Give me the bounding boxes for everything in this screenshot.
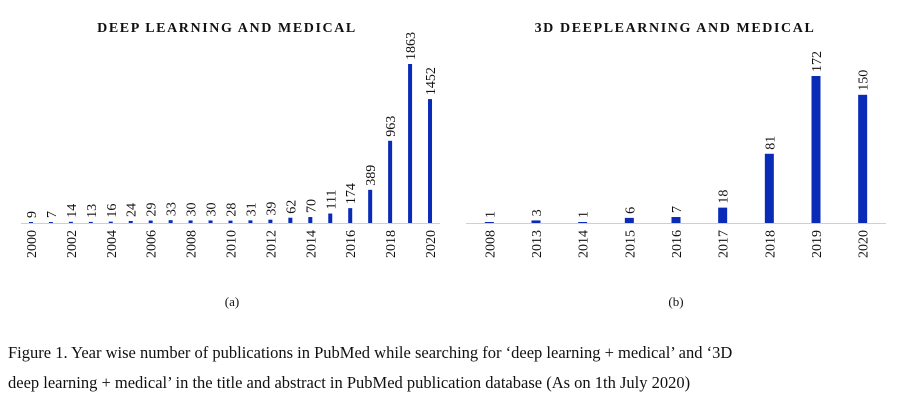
- data-label: 18: [717, 190, 732, 204]
- data-label: 29: [145, 203, 160, 217]
- bar: [308, 217, 313, 223]
- data-label: 7: [45, 211, 60, 218]
- tick-label: 2012: [264, 230, 279, 258]
- bar: [168, 220, 173, 223]
- panel-label: (a): [225, 294, 239, 309]
- data-label: 70: [304, 199, 319, 213]
- tick-label: 2014: [577, 230, 592, 258]
- tick-label: 2014: [304, 230, 319, 258]
- data-label: 150: [857, 70, 872, 91]
- data-label: 81: [763, 136, 778, 150]
- bar: [268, 219, 273, 223]
- bar: [858, 94, 868, 223]
- data-label: 16: [105, 204, 120, 218]
- data-label: 14: [65, 204, 80, 218]
- tick-label: 2015: [623, 230, 638, 258]
- data-label: 3: [530, 209, 545, 216]
- data-label: 6: [623, 207, 638, 214]
- data-label: 28: [225, 203, 240, 217]
- bar: [248, 220, 253, 223]
- tick-label: 2018: [384, 230, 399, 258]
- data-label: 30: [205, 202, 220, 216]
- figure-caption: Figure 1. Year wise number of publicatio…: [8, 338, 903, 398]
- tick-label: 2020: [857, 230, 872, 258]
- bar: [764, 153, 774, 223]
- bar: [48, 222, 53, 223]
- chart-title: DEEP LEARNING AND MEDICAL: [97, 21, 357, 36]
- tick-label: 2016: [670, 230, 685, 258]
- data-label: 389: [364, 165, 379, 186]
- data-label: 1: [483, 211, 498, 218]
- tick-label: 2017: [717, 230, 732, 258]
- bar: [578, 222, 588, 223]
- bar: [428, 99, 433, 223]
- data-label: 963: [384, 116, 399, 137]
- tick-label: 2004: [105, 230, 120, 258]
- bar: [408, 64, 413, 223]
- bar: [624, 217, 634, 223]
- bar: [348, 208, 353, 223]
- tick-label: 2008: [185, 230, 200, 258]
- bar: [208, 220, 213, 223]
- panel-label: (b): [668, 294, 683, 309]
- bar: [148, 220, 153, 223]
- chart-panel-a: DEEP LEARNING AND MEDICAL 9 2000 7 14 2002 13 1…: [21, 21, 440, 309]
- tick-label: 2010: [225, 230, 240, 258]
- bar: [108, 221, 113, 223]
- data-label: 111: [324, 190, 339, 210]
- chart-panel-b: 3D DEEPLEARNING AND MEDICAL 1 2008 3 2013 1 20…: [466, 21, 886, 309]
- data-label: 7: [670, 206, 685, 213]
- bar: [228, 220, 233, 223]
- tick-label: 2013: [530, 230, 545, 258]
- bar: [88, 221, 93, 223]
- bar: [484, 222, 494, 223]
- data-label: 1452: [424, 67, 439, 95]
- bar: [68, 221, 73, 223]
- bar: [531, 220, 541, 223]
- data-label: 1863: [404, 32, 419, 60]
- data-label: 62: [284, 200, 299, 214]
- data-label: 24: [125, 203, 140, 217]
- data-label: 172: [810, 51, 825, 72]
- data-label: 13: [85, 204, 100, 218]
- caption-line-2: deep learning + medical’ in the title an…: [8, 373, 691, 392]
- data-label: 39: [264, 202, 279, 216]
- tick-label: 2000: [25, 230, 40, 258]
- bar: [128, 220, 133, 223]
- bar: [671, 217, 681, 223]
- tick-label: 2016: [344, 230, 359, 258]
- tick-label: 2006: [145, 230, 160, 258]
- bar: [718, 207, 728, 223]
- data-label: 9: [25, 211, 40, 218]
- tick-label: 2019: [810, 230, 825, 258]
- bar: [28, 222, 33, 223]
- data-label: 1: [577, 211, 592, 218]
- tick-label: 2002: [65, 230, 80, 258]
- bar: [188, 220, 193, 223]
- caption-line-1: Figure 1. Year wise number of publicatio…: [8, 343, 733, 362]
- data-label: 33: [165, 202, 180, 216]
- data-label: 174: [344, 183, 359, 204]
- chart-title: 3D DEEPLEARNING AND MEDICAL: [535, 21, 816, 36]
- bar: [368, 189, 373, 223]
- bar: [288, 217, 293, 223]
- tick-label: 2018: [763, 230, 778, 258]
- tick-label: 2008: [483, 230, 498, 258]
- bar: [388, 140, 393, 223]
- bar: [328, 213, 333, 223]
- bar: [811, 76, 821, 223]
- tick-label: 2020: [424, 230, 439, 258]
- data-label: 31: [244, 202, 259, 216]
- data-label: 30: [185, 202, 200, 216]
